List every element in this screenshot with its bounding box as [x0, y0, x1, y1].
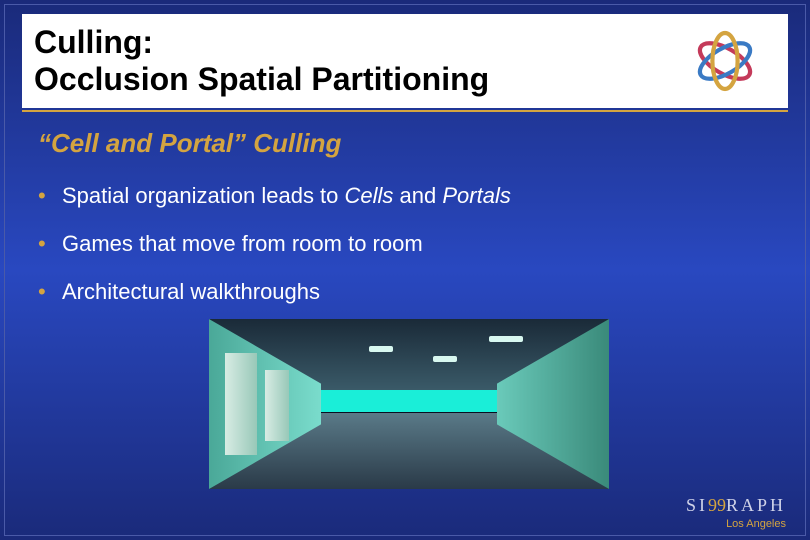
- bullet-item: Games that move from room to room: [38, 231, 780, 257]
- bullet-text: Spatial organization leads to: [62, 183, 345, 208]
- bullet-item: Architectural walkthroughs: [38, 279, 780, 305]
- header-box: Culling: Occlusion Spatial Partitioning: [22, 14, 788, 108]
- title-line-2: Occlusion Spatial Partitioning: [34, 61, 489, 98]
- bullet-text: Games that move from room to room: [62, 231, 423, 256]
- content-area: “Cell and Portal” Culling Spatial organi…: [38, 128, 780, 489]
- bullet-em: Portals: [442, 183, 510, 208]
- bullet-item: Spatial organization leads to Cells and …: [38, 183, 780, 209]
- bullet-text: Architectural walkthroughs: [62, 279, 320, 304]
- gold-divider: [22, 110, 788, 112]
- footer: SI99RAPH Los Angeles: [686, 495, 786, 530]
- title-block: Culling: Occlusion Spatial Partitioning: [34, 24, 489, 98]
- bullet-text: and: [393, 183, 442, 208]
- figure-wrap: [38, 319, 780, 489]
- bullet-list: Spatial organization leads to Cells and …: [38, 183, 780, 305]
- title-line-1: Culling:: [34, 24, 489, 61]
- render-panel: [225, 353, 257, 455]
- brand-post: RAPH: [726, 495, 786, 515]
- render-far-wall: [321, 390, 497, 412]
- brand-logo: SI99RAPH: [686, 495, 786, 516]
- bullet-em: Cells: [345, 183, 394, 208]
- subtitle: “Cell and Portal” Culling: [38, 128, 780, 159]
- brand-pre: SI: [686, 495, 708, 515]
- render-light: [369, 346, 393, 352]
- render-light: [433, 356, 457, 362]
- brand-num: 99: [708, 495, 726, 515]
- walkthrough-render: [209, 319, 609, 489]
- knot-logo-icon: [690, 26, 760, 96]
- render-light: [489, 336, 523, 342]
- footer-city: Los Angeles: [686, 518, 786, 530]
- render-panel: [265, 370, 289, 441]
